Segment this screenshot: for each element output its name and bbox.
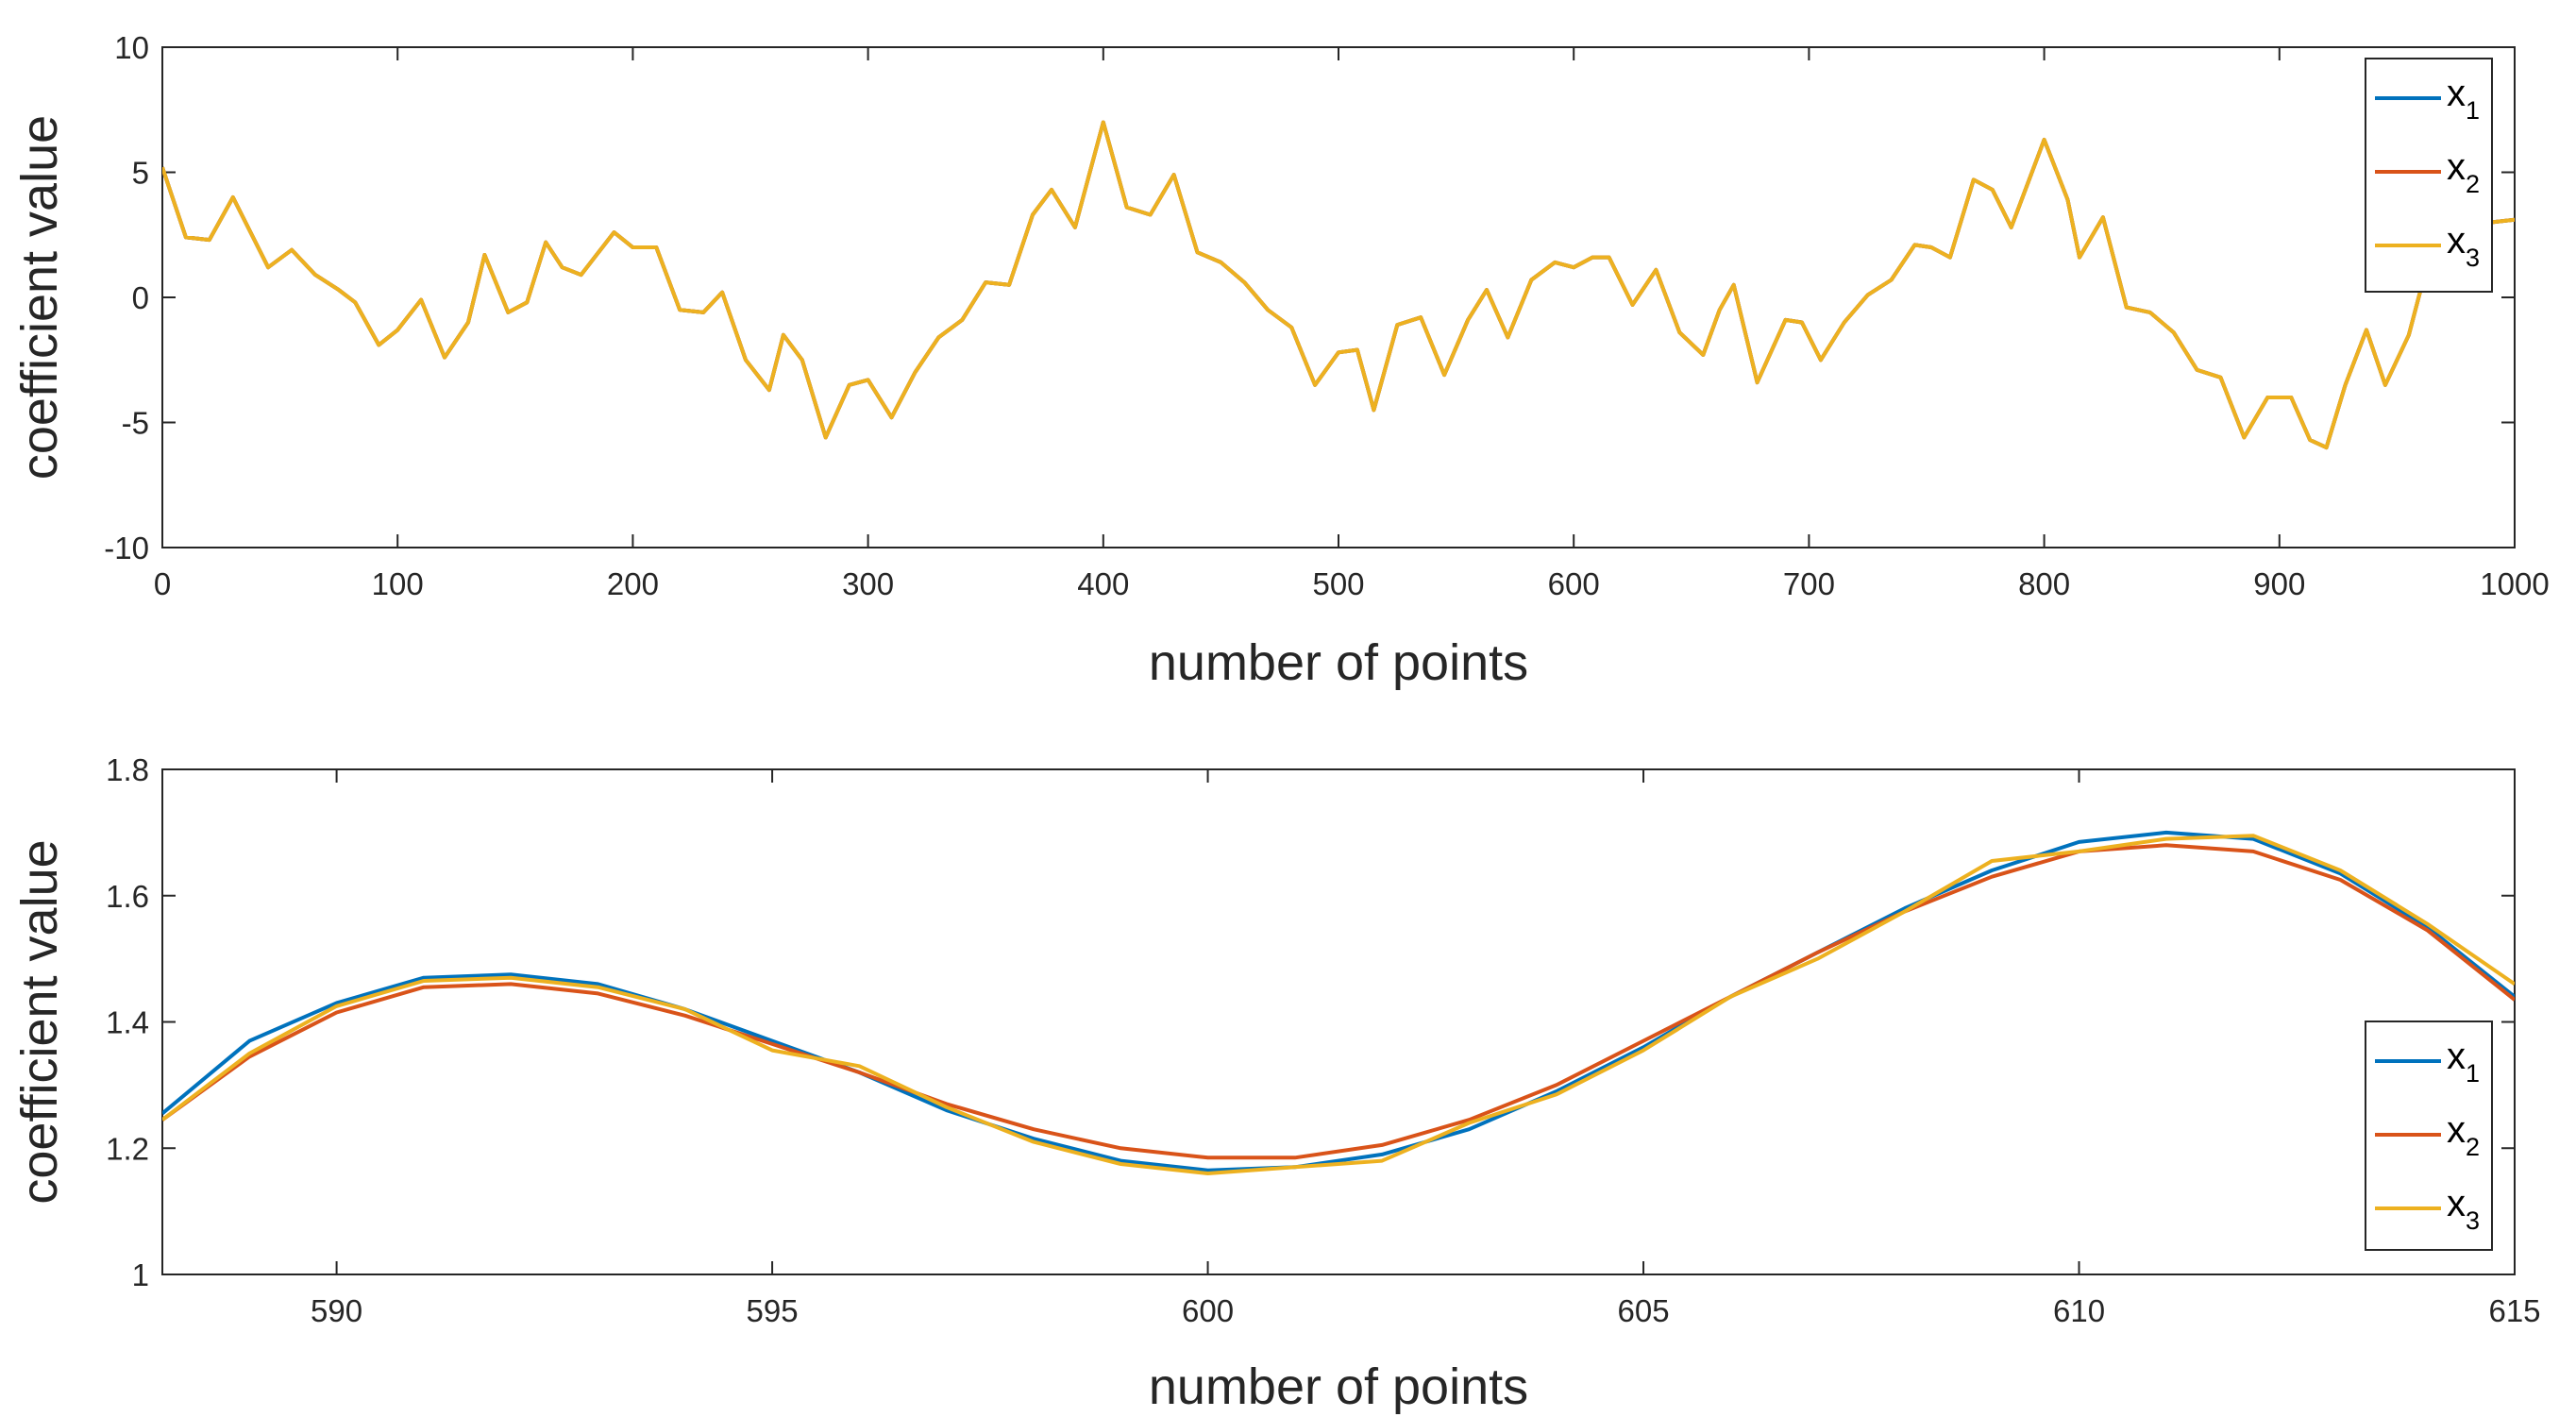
x-tick-label: 300 <box>842 566 894 601</box>
x-tick-label: 595 <box>747 1293 799 1328</box>
chart-bottom: 590 595 600 605 610 615 1.8 1.6 1.4 1.2 1 number of… <box>11 752 2541 1415</box>
y-tick-label: 10 <box>114 30 149 65</box>
y-tick-label: 0 <box>132 280 149 315</box>
plot-area <box>161 46 2516 548</box>
series-line-x3 <box>162 834 2515 1175</box>
x-tick-label: 600 <box>1182 1293 1234 1328</box>
chart-top: 0 100 200 300 400 500 600 700 800 900 1000 10 5 0 -5 -1… <box>11 30 2550 691</box>
legend-label-x2: x2 <box>2447 146 2480 198</box>
x-tick-label: 200 <box>607 566 659 601</box>
legend-label-x3: x3 <box>2447 1183 2480 1235</box>
x-tick-label: 400 <box>1077 566 1129 601</box>
y-tick-label: 1.4 <box>106 1005 149 1040</box>
x-tick-label: 100 <box>372 566 424 601</box>
x-tick-label: 590 <box>311 1293 362 1328</box>
x-tick-label: 800 <box>2018 566 2070 601</box>
legend-label-x1: x1 <box>2447 73 2480 125</box>
x-tick-label: 605 <box>1618 1293 1670 1328</box>
y-axis-title: coefficient value <box>11 839 68 1204</box>
x-tick-label: 700 <box>1783 566 1835 601</box>
legend-label-x1: x1 <box>2447 1036 2480 1088</box>
series-line-x1 <box>162 830 2515 1172</box>
y-tick-label: -10 <box>104 531 149 565</box>
y-tick-label: 1 <box>132 1257 149 1292</box>
y-tick-label: 1.6 <box>106 879 149 914</box>
plot-area <box>161 768 2516 1275</box>
x-tick-label: 1000 <box>2480 566 2549 601</box>
series-line-x2 <box>162 843 2515 1160</box>
legend: x1 x2 x3 <box>2365 1021 2493 1251</box>
y-tick-label: 5 <box>132 156 149 191</box>
y-axis-title: coefficient value <box>11 115 68 480</box>
x-tick-label: 600 <box>1548 566 1600 601</box>
y-tick-label: -5 <box>122 406 149 441</box>
legend-label-x3: x3 <box>2447 220 2480 272</box>
x-tick-label: 0 <box>154 566 171 601</box>
x-tick-label: 615 <box>2488 1293 2540 1328</box>
x-axis-title: number of points <box>1149 1358 1528 1415</box>
legend: x1 x2 x3 <box>2365 58 2493 293</box>
y-tick-label: 1.2 <box>106 1131 149 1166</box>
x-tick-label: 900 <box>2253 566 2305 601</box>
legend-label-x2: x2 <box>2447 1109 2480 1161</box>
series-line-x3 <box>162 120 2515 449</box>
x-tick-label: 610 <box>2053 1293 2105 1328</box>
y-tick-label: 1.8 <box>106 752 149 787</box>
x-axis-title: number of points <box>1149 634 1528 691</box>
x-tick-label: 500 <box>1312 566 1364 601</box>
